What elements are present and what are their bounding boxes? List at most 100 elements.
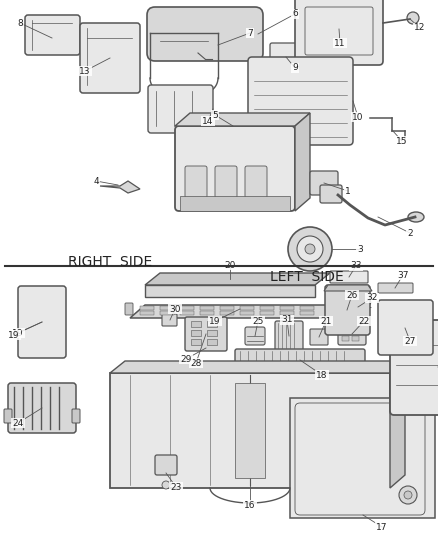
- FancyBboxPatch shape: [125, 303, 133, 315]
- Polygon shape: [295, 113, 310, 211]
- Polygon shape: [145, 273, 330, 285]
- FancyBboxPatch shape: [348, 303, 356, 315]
- Bar: [220, 311, 234, 315]
- Text: 17: 17: [376, 522, 388, 531]
- Bar: [280, 306, 294, 310]
- Bar: [260, 311, 274, 315]
- Polygon shape: [390, 361, 405, 488]
- Text: 11: 11: [334, 38, 346, 47]
- Text: 4: 4: [93, 176, 99, 185]
- Text: 15: 15: [396, 136, 408, 146]
- Text: 32: 32: [360, 300, 372, 310]
- FancyBboxPatch shape: [25, 15, 80, 55]
- Circle shape: [288, 227, 332, 271]
- Text: 22: 22: [358, 317, 370, 326]
- Text: 19: 19: [209, 317, 221, 326]
- Text: 14: 14: [202, 117, 214, 125]
- Bar: [260, 306, 274, 310]
- Polygon shape: [324, 285, 372, 291]
- Text: 32: 32: [366, 294, 378, 303]
- Text: 8: 8: [17, 19, 23, 28]
- Circle shape: [305, 244, 315, 254]
- Circle shape: [404, 491, 412, 499]
- Bar: [191, 321, 201, 327]
- Text: RIGHT  SIDE: RIGHT SIDE: [68, 255, 152, 269]
- Bar: [235, 383, 265, 478]
- FancyBboxPatch shape: [248, 57, 353, 145]
- Text: 5: 5: [212, 110, 218, 119]
- Bar: [352, 336, 359, 341]
- FancyBboxPatch shape: [245, 327, 265, 345]
- FancyBboxPatch shape: [270, 43, 302, 71]
- FancyBboxPatch shape: [185, 317, 227, 351]
- FancyBboxPatch shape: [162, 314, 177, 326]
- Bar: [207, 321, 217, 327]
- Text: 2: 2: [407, 229, 413, 238]
- Bar: [342, 336, 349, 341]
- Polygon shape: [145, 285, 315, 297]
- FancyBboxPatch shape: [215, 166, 237, 198]
- Polygon shape: [110, 361, 405, 373]
- FancyBboxPatch shape: [378, 300, 433, 355]
- Text: 31: 31: [281, 316, 293, 325]
- Text: 29: 29: [180, 354, 192, 364]
- Bar: [180, 311, 194, 315]
- FancyBboxPatch shape: [80, 23, 140, 93]
- Text: 1: 1: [345, 187, 351, 196]
- Bar: [352, 328, 359, 333]
- FancyBboxPatch shape: [310, 171, 338, 195]
- Bar: [207, 339, 217, 345]
- Bar: [300, 306, 314, 310]
- Bar: [240, 311, 254, 315]
- Text: 24: 24: [12, 418, 24, 427]
- Bar: [220, 306, 234, 310]
- Polygon shape: [290, 398, 435, 518]
- Polygon shape: [100, 181, 140, 193]
- Text: 28: 28: [191, 359, 201, 367]
- Circle shape: [36, 319, 48, 331]
- Text: 10: 10: [352, 112, 364, 122]
- Text: LEFT  SIDE: LEFT SIDE: [270, 270, 344, 284]
- Text: 27: 27: [404, 336, 416, 345]
- FancyBboxPatch shape: [185, 166, 207, 198]
- FancyBboxPatch shape: [320, 185, 342, 203]
- Text: 21: 21: [320, 317, 332, 326]
- Bar: [240, 306, 254, 310]
- FancyBboxPatch shape: [155, 455, 177, 475]
- Text: 16: 16: [244, 500, 256, 510]
- FancyBboxPatch shape: [330, 271, 368, 283]
- Bar: [342, 328, 349, 333]
- Bar: [140, 306, 154, 310]
- Bar: [191, 330, 201, 336]
- Text: 37: 37: [397, 271, 409, 279]
- Circle shape: [407, 12, 419, 24]
- Ellipse shape: [408, 212, 424, 222]
- Text: 33: 33: [350, 262, 362, 271]
- FancyBboxPatch shape: [148, 85, 213, 133]
- FancyBboxPatch shape: [378, 283, 413, 293]
- Circle shape: [297, 236, 323, 262]
- FancyBboxPatch shape: [325, 285, 370, 335]
- Bar: [160, 311, 174, 315]
- FancyBboxPatch shape: [4, 409, 12, 423]
- Text: 30: 30: [169, 304, 181, 313]
- Circle shape: [162, 481, 170, 489]
- Bar: [280, 311, 294, 315]
- FancyBboxPatch shape: [18, 286, 66, 358]
- Circle shape: [399, 486, 417, 504]
- Bar: [160, 306, 174, 310]
- Bar: [180, 306, 194, 310]
- Text: 23: 23: [170, 482, 182, 491]
- Bar: [248, 113, 253, 143]
- FancyBboxPatch shape: [310, 329, 328, 345]
- Text: 19: 19: [8, 330, 20, 340]
- Text: 13: 13: [79, 67, 91, 76]
- Text: 7: 7: [247, 28, 253, 37]
- Polygon shape: [110, 373, 390, 488]
- Text: 19: 19: [12, 328, 24, 337]
- FancyBboxPatch shape: [175, 126, 295, 211]
- FancyBboxPatch shape: [147, 7, 263, 61]
- FancyBboxPatch shape: [245, 166, 267, 198]
- FancyBboxPatch shape: [8, 383, 76, 433]
- FancyBboxPatch shape: [72, 409, 80, 423]
